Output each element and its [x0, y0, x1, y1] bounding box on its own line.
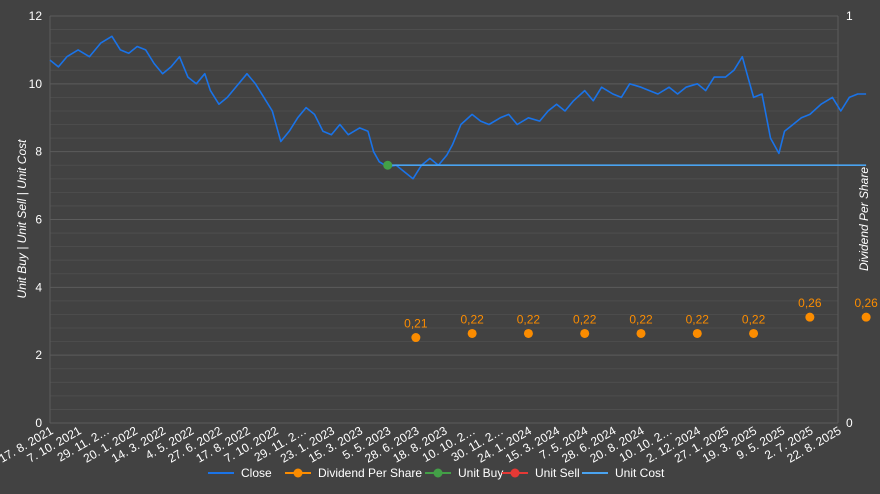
dividend-data-label: 0,22: [742, 312, 766, 326]
dividend-data-label: 0,26: [854, 296, 878, 310]
dividend-data-label: 0,22: [460, 312, 484, 326]
legend: Close Dividend Per Share Unit Buy Unit Sell…: [208, 466, 665, 480]
series-layer: [49, 35, 867, 180]
legend-label: Unit Sell: [535, 466, 580, 480]
dividend-point[interactable]: [805, 312, 815, 322]
dividend-point[interactable]: [580, 328, 590, 338]
legend-item-unit-sell[interactable]: Unit Sell: [502, 466, 580, 480]
y-axis-left: 0 2 4 6 8 10 12: [29, 9, 43, 430]
grid: [49, 15, 839, 424]
y-right-tick-label: 1: [846, 9, 853, 23]
legend-label: Dividend Per Share: [318, 466, 422, 480]
y-right-tick-label: 0: [846, 416, 853, 430]
dividend-point[interactable]: [749, 328, 759, 338]
y-left-tick-label: 12: [29, 9, 43, 23]
legend-label: Unit Cost: [615, 466, 665, 480]
dividend-point[interactable]: [692, 328, 702, 338]
y-axis-left-title: Unit Buy | Unit Sell | Unit Cost: [15, 139, 29, 299]
y-left-tick-label: 0: [35, 416, 42, 430]
y-left-tick-label: 8: [35, 145, 42, 159]
legend-label: Close: [241, 466, 272, 480]
legend-item-unit-buy[interactable]: Unit Buy: [425, 466, 503, 480]
dividend-point[interactable]: [523, 328, 533, 338]
y-left-tick-label: 2: [35, 348, 42, 362]
y-left-tick-label: 10: [29, 77, 43, 91]
series-line-close: [49, 35, 867, 180]
y-left-tick-label: 4: [35, 280, 42, 294]
dividend-point[interactable]: [861, 312, 871, 322]
y-axis-right: 01: [846, 9, 853, 430]
legend-swatch-marker: [293, 468, 303, 478]
y-axis-right-title: Dividend Per Share: [857, 167, 871, 271]
dividend-point[interactable]: [467, 328, 477, 338]
legend-swatch-marker: [510, 468, 520, 478]
y-left-tick-label: 6: [35, 213, 42, 227]
legend-item-dividend-per-share[interactable]: Dividend Per Share: [285, 466, 422, 480]
legend-item-close[interactable]: Close: [208, 466, 272, 480]
legend-item-unit-cost[interactable]: Unit Cost: [582, 466, 665, 480]
legend-swatch-marker: [433, 468, 443, 478]
dividend-data-label: 0,22: [517, 312, 541, 326]
dividend-point[interactable]: [636, 328, 646, 338]
dividend-data-label: 0,22: [629, 312, 653, 326]
legend-label: Unit Buy: [458, 466, 503, 480]
dividend-data-label: 0,22: [686, 312, 710, 326]
markers-layer: 0,21 0,22 0,22 0,22 0,22 0,22 0,22 0,26 0,26: [383, 160, 878, 343]
dividend-point[interactable]: [411, 333, 421, 343]
unit-buy-point[interactable]: [383, 160, 393, 170]
dividend-data-label: 0,22: [573, 312, 597, 326]
dividend-data-label: 0,21: [404, 317, 428, 331]
dividend-data-label: 0,26: [798, 296, 822, 310]
